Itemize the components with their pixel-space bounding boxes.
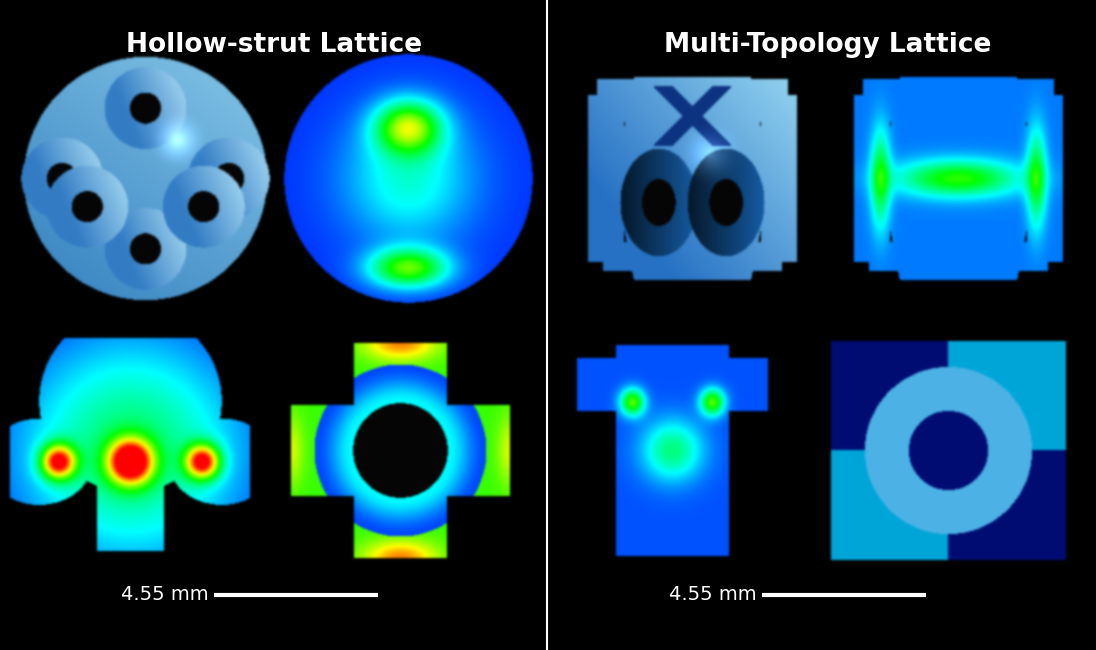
Text: Hollow-strut Lattice: Hollow-strut Lattice xyxy=(126,32,422,58)
Text: 4.55 mm: 4.55 mm xyxy=(669,585,756,604)
Text: 4.55 mm: 4.55 mm xyxy=(121,585,208,604)
Text: Multi-Topology Lattice: Multi-Topology Lattice xyxy=(664,32,991,58)
